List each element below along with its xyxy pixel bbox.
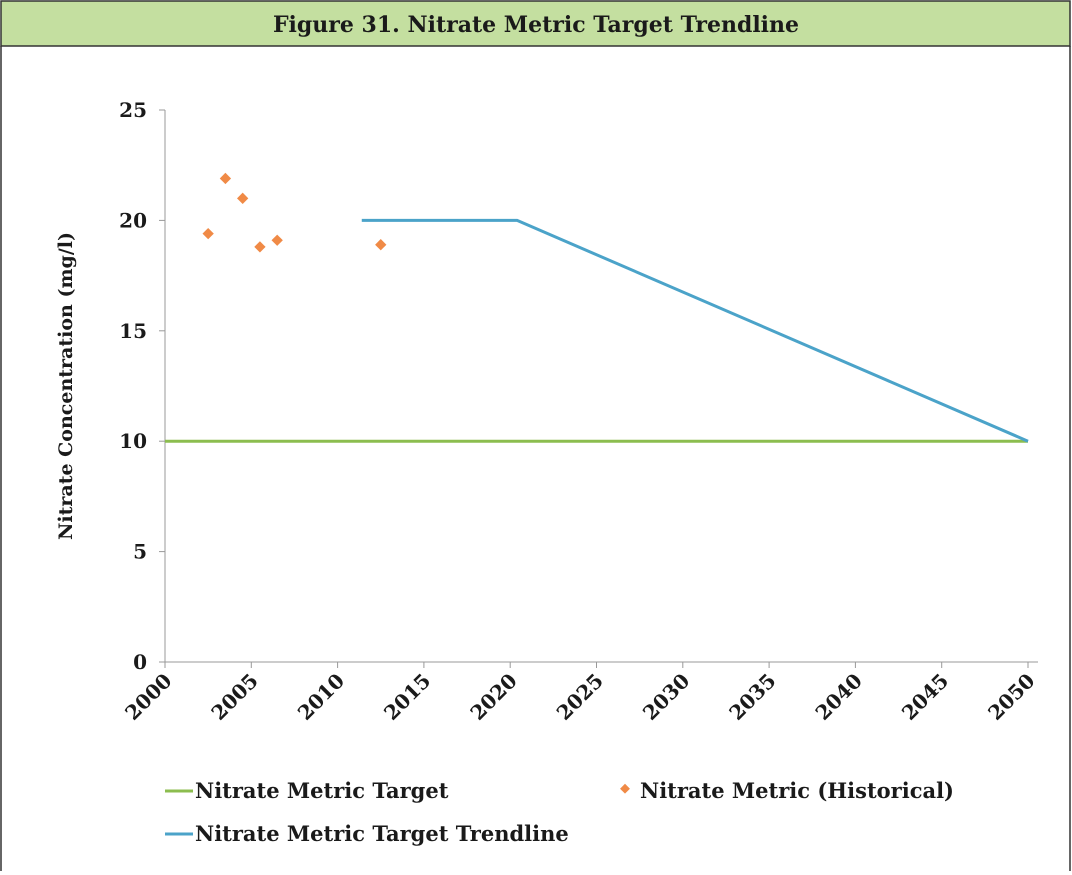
chart-title: Figure 31. Nitrate Metric Target Trendli… [273, 12, 799, 38]
y-tick-label: 10 [119, 429, 147, 453]
x-tick-label: 2015 [379, 669, 435, 725]
y-axis-label: Nitrate Concentration (mg/l) [55, 232, 77, 540]
data-point [237, 192, 249, 204]
y-tick-label: 5 [133, 540, 147, 564]
x-tick-label: 2035 [724, 669, 780, 725]
x-tick-label: 2045 [897, 669, 953, 725]
title-band [0, 0, 1071, 47]
x-tick-label: 2025 [552, 669, 608, 725]
y-tick-label: 0 [133, 650, 147, 674]
y-tick-label: 15 [119, 319, 147, 343]
x-tick-label: 2050 [983, 669, 1039, 725]
data-point [375, 239, 387, 251]
x-tick-label: 2020 [465, 669, 521, 725]
data-point [271, 234, 283, 246]
x-tick-label: 2010 [293, 669, 349, 725]
data-point [254, 241, 266, 253]
y-tick-label: 25 [119, 98, 147, 122]
y-tick-label: 20 [119, 208, 147, 232]
legend-marker [620, 783, 630, 794]
x-tick-label: 2005 [206, 669, 262, 725]
legend-label: Nitrate Metric Target [195, 778, 449, 803]
legend-label: Nitrate Metric (Historical) [640, 778, 954, 803]
legend-label: Nitrate Metric Target Trendline [195, 821, 569, 846]
data-line [361, 218, 1029, 443]
x-tick-label: 2030 [638, 669, 694, 725]
x-tick-label: 2040 [811, 669, 867, 725]
x-tick-label: 2000 [120, 669, 176, 725]
data-point [202, 227, 214, 240]
data-point [219, 172, 232, 185]
